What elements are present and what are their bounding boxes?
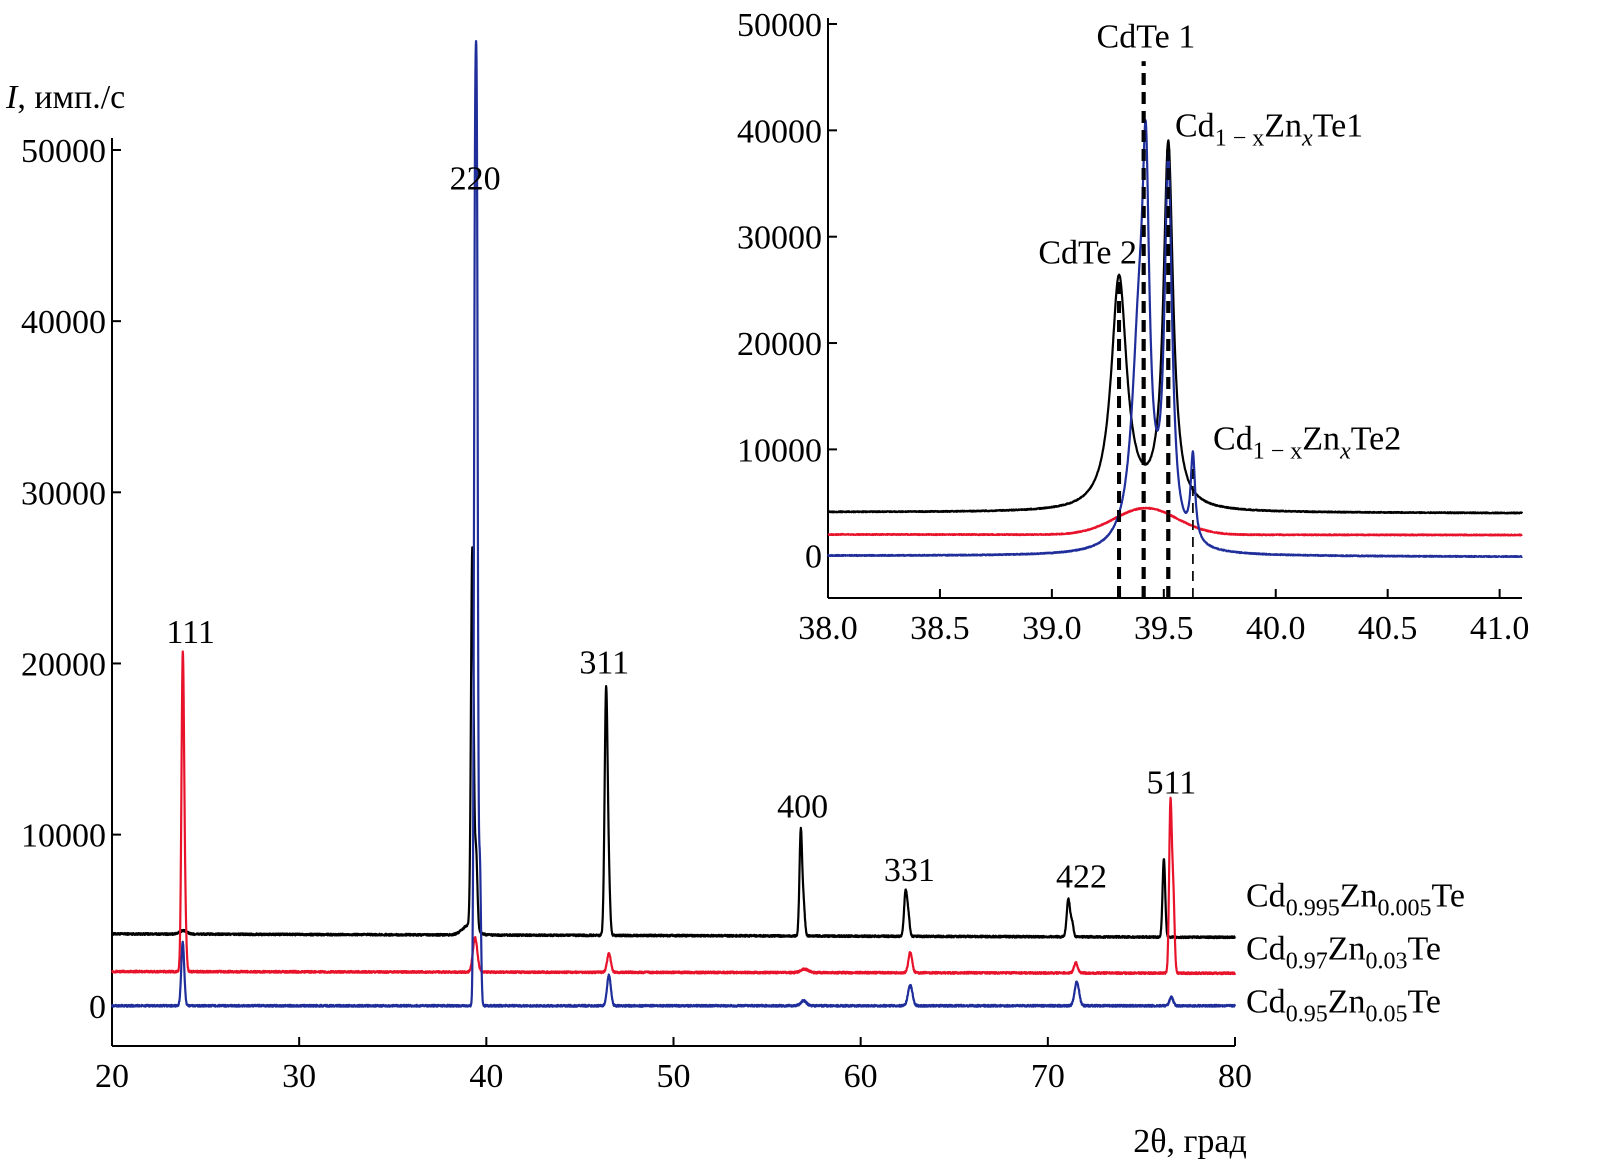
y-tick-label: 50000 <box>21 133 106 170</box>
x-tick-label: 39.5 <box>1134 610 1194 647</box>
peak-label-400: 400 <box>777 789 828 826</box>
main-plot: 0 10000 20000 30000 40000 50000 20 30 40 50 60 70 80… <box>5 39 1465 1160</box>
legend-label-black-part: 0.005 <box>1377 896 1431 922</box>
series-line-red <box>827 506 1523 537</box>
series-line-black <box>110 546 1236 940</box>
x-tick-label: 41.0 <box>1470 610 1530 647</box>
inset-annotation-3-part: 1 − x <box>1253 438 1303 464</box>
y-tick-label: 0 <box>805 539 822 576</box>
inset-annotation-3-part: x <box>1339 438 1351 464</box>
legend-label-red: Cd0.97Zn0.03Te <box>1246 931 1441 975</box>
inset-annotation-3: Cd1 − xZnxTe2 <box>1213 420 1401 464</box>
legend-label-blue-part: Zn <box>1328 984 1366 1021</box>
legend-label-red-part: Zn <box>1328 931 1366 968</box>
inset-annotation-2-part: Cd <box>1175 108 1215 145</box>
inset-annotation-3-part: Zn <box>1302 420 1340 457</box>
x-tick-label: 38.5 <box>910 610 970 647</box>
y-tick-label: 50000 <box>737 7 822 44</box>
x-tick-label: 60 <box>844 1058 878 1095</box>
legend-label-black-part: Zn <box>1340 878 1378 915</box>
x-tick-label: 39.0 <box>1022 610 1082 647</box>
legend-label-red-part: Cd <box>1246 931 1286 968</box>
series-line-red <box>111 650 1237 976</box>
x-tick-label: 40 <box>469 1058 503 1095</box>
peak-label-511: 511 <box>1146 765 1196 802</box>
inset-annotation-0-part: CdTe 1 <box>1097 18 1196 55</box>
y-axis-title: I, имп./с <box>5 79 125 116</box>
x-axis-title: 2θ, град <box>1133 1123 1247 1160</box>
legend-label-blue: Cd0.95Zn0.05Te <box>1246 984 1441 1028</box>
x-tick-label: 80 <box>1218 1058 1252 1095</box>
legend-label-blue-part: Te <box>1407 984 1441 1021</box>
peak-label-331: 331 <box>884 852 935 889</box>
legend-label-blue-part: Cd <box>1246 984 1286 1021</box>
y-tick-label: 40000 <box>737 113 822 150</box>
legend-label-blue-part: 0.05 <box>1365 1002 1407 1028</box>
inset-annotation-2: Cd1 − xZnxTe1 <box>1175 108 1363 152</box>
y-tick-label: 30000 <box>737 220 822 257</box>
legend-label-red-part: Te <box>1407 931 1441 968</box>
x-tick-label: 70 <box>1031 1058 1065 1095</box>
legend-label-black-part: Te <box>1431 878 1465 915</box>
series-line-blue <box>110 39 1236 1008</box>
inset-plot: 0 10000 20000 30000 40000 50000 38.0 38.5 39.0 39… <box>737 7 1529 647</box>
legend-label-red-part: 0.03 <box>1365 949 1407 975</box>
x-tick-label: 50 <box>657 1058 691 1095</box>
y-tick-label: 10000 <box>21 818 106 855</box>
inset-annotation-2-part: Zn <box>1264 108 1302 145</box>
inset-annotation-0: CdTe 1 <box>1097 18 1196 55</box>
y-tick-label: 0 <box>89 989 106 1026</box>
legend-label-black: Cd0.995Zn0.005Te <box>1246 878 1465 922</box>
legend-label-black-part: Cd <box>1246 878 1286 915</box>
peak-label-422: 422 <box>1056 859 1107 896</box>
y-tick-label: 30000 <box>21 475 106 512</box>
x-tick-label: 40.5 <box>1358 610 1418 647</box>
x-tick-label: 38.0 <box>798 610 858 647</box>
peak-label-111: 111 <box>166 614 214 651</box>
legend-label-black-part: 0.995 <box>1286 896 1340 922</box>
inset-annotation-3-part: Te2 <box>1351 420 1402 457</box>
inset-annotation-2-part: x <box>1301 126 1313 152</box>
y-axis-title-unit: , имп./с <box>17 79 125 116</box>
y-tick-label: 10000 <box>737 432 822 469</box>
inset-annotation-1-part: CdTe 2 <box>1038 234 1137 271</box>
inset-annotation-2-part: 1 − x <box>1215 126 1265 152</box>
series-line-blue <box>826 119 1523 559</box>
x-tick-label: 40.0 <box>1246 610 1306 647</box>
peak-label-220: 220 <box>450 160 501 197</box>
legend-label-red-part: 0.97 <box>1286 949 1328 975</box>
y-axis-title-symbol: I <box>5 79 19 116</box>
peak-label-311: 311 <box>579 645 629 682</box>
series-line-black <box>827 139 1524 515</box>
legend-label-blue-part: 0.95 <box>1286 1002 1328 1028</box>
inset-annotation-2-part: Te1 <box>1313 108 1364 145</box>
y-tick-label: 20000 <box>21 646 106 683</box>
x-tick-label: 20 <box>95 1058 129 1095</box>
y-tick-label: 40000 <box>21 304 106 341</box>
inset-annotation-1: CdTe 2 <box>1038 234 1137 271</box>
inset-annotation-3-part: Cd <box>1213 420 1253 457</box>
x-tick-label: 30 <box>282 1058 316 1095</box>
y-tick-label: 20000 <box>737 326 822 363</box>
